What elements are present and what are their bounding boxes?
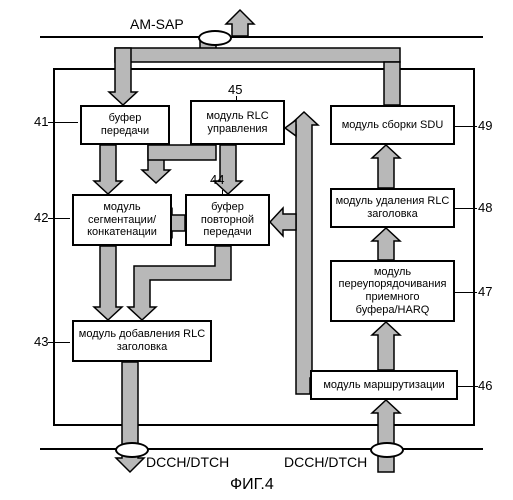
node-add-hdr: модуль добавления RLC заголовка — [72, 320, 212, 362]
ref-48: 48 — [478, 200, 492, 215]
node-remove-hdr: модуль удаления RLC заголовка — [330, 188, 455, 228]
lead-46 — [458, 386, 478, 387]
lead-48 — [455, 208, 477, 209]
sap-bot-left-ellipse — [115, 442, 149, 458]
node-tx-buffer: буфер передачи — [80, 105, 170, 145]
node-routing: модуль маршрутизации — [310, 370, 458, 400]
ref-45: 45 — [228, 82, 242, 97]
ref-47: 47 — [478, 284, 492, 299]
ref-46: 46 — [478, 378, 492, 393]
node-sdu-assembly: модуль сборки SDU — [330, 105, 455, 145]
ref-42: 42 — [34, 210, 48, 225]
sap-top-ellipse — [198, 30, 232, 46]
lead-43 — [48, 342, 70, 343]
diagram-canvas: AM-SAP — [0, 0, 513, 500]
ref-49: 49 — [478, 118, 492, 133]
lead-41 — [48, 122, 78, 123]
ref-43: 43 — [34, 334, 48, 349]
node-rlc-control: модуль RLC управления — [190, 100, 285, 145]
lead-49 — [455, 126, 477, 127]
node-reorder-harq: модуль переупорядочивания приемного буфе… — [330, 260, 455, 322]
ref-44: 44 — [210, 172, 224, 187]
sap-bot-right-ellipse — [370, 442, 404, 458]
node-retx-buffer: буфер повторной передачи — [185, 194, 270, 246]
node-seg-concat: модуль сегментации/ конкатенации — [72, 194, 172, 246]
ref-41: 41 — [34, 114, 48, 129]
lead-42 — [48, 218, 70, 219]
lead-47 — [455, 292, 477, 293]
arrow-layer — [0, 0, 513, 500]
